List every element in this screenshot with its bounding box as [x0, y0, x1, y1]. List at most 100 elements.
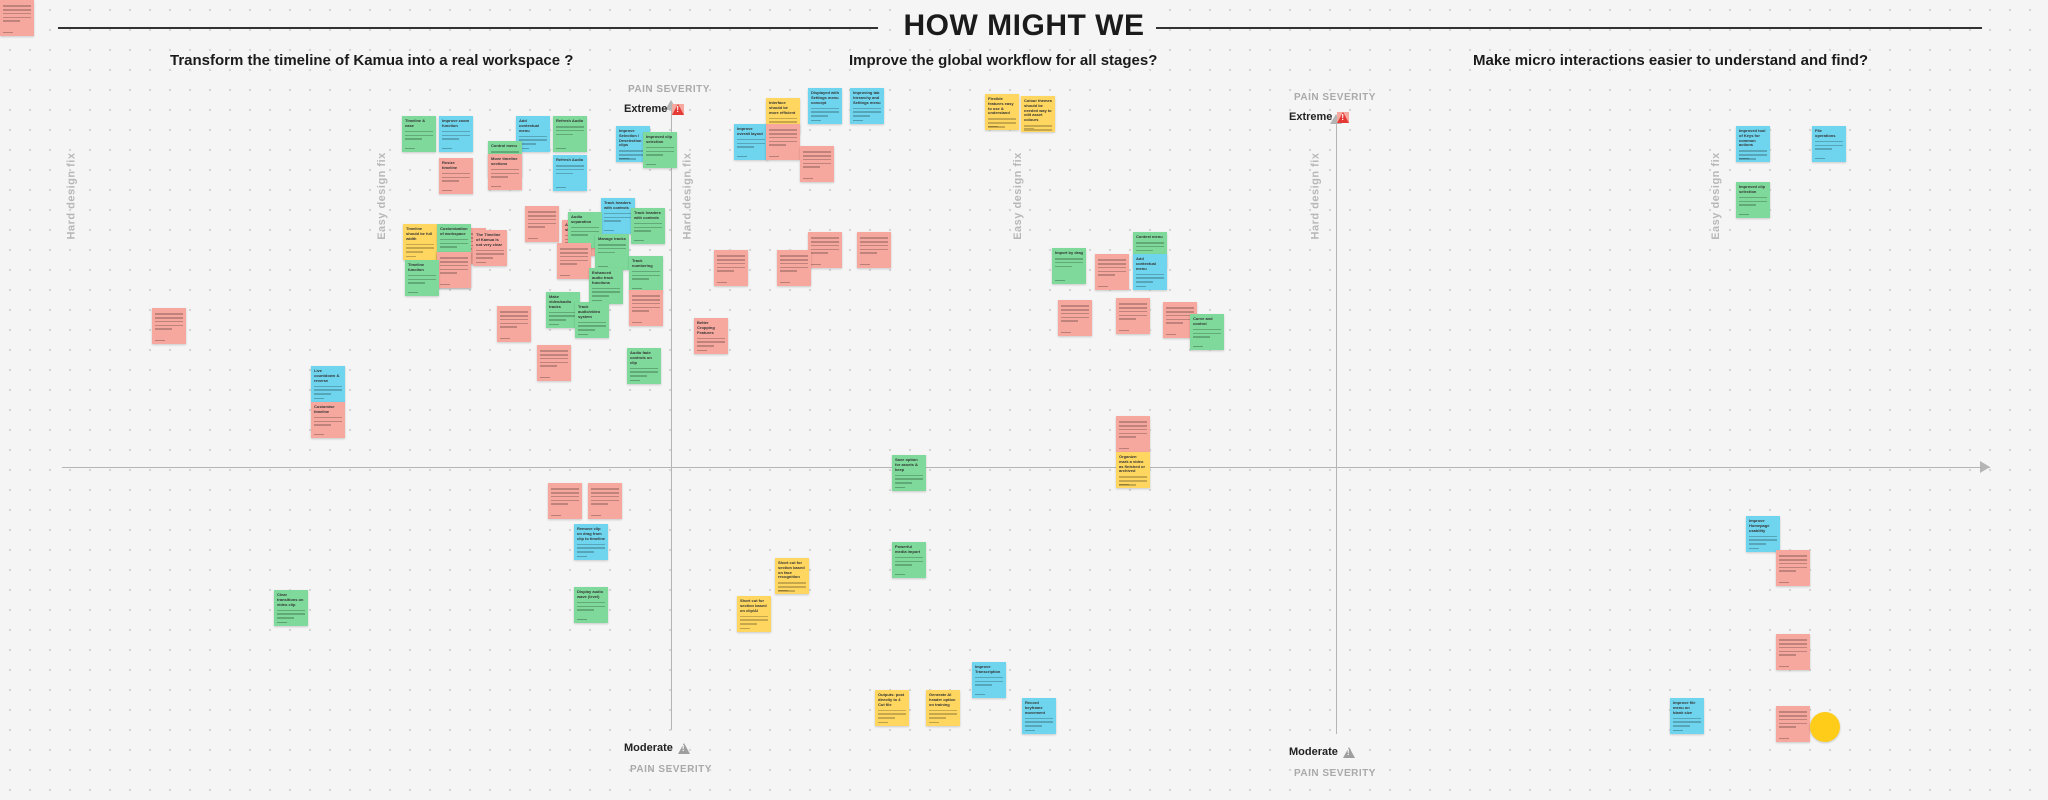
sticky-note[interactable]: Refresh Audio — [553, 116, 587, 152]
sticky-note-text-line — [803, 162, 831, 165]
sticky-note-text-line — [577, 605, 605, 608]
sticky-note[interactable]: Flexible features easy to use & understa… — [985, 94, 1019, 130]
sticky-note-text-line — [442, 130, 470, 133]
sticky-note-text-line — [803, 154, 831, 157]
sticky-note[interactable]: The Timeline of Kamua is not very clear — [473, 230, 507, 266]
sticky-note[interactable]: Better Cropping Features — [694, 318, 728, 354]
sticky-note[interactable]: Add contextual menu — [1133, 254, 1167, 290]
sticky-note[interactable] — [548, 483, 582, 519]
sticky-note[interactable]: Timeline should be full width — [403, 224, 437, 260]
sticky-note-author — [632, 287, 642, 289]
sticky-note[interactable] — [437, 252, 471, 288]
sticky-note[interactable]: Audio separation — [568, 212, 602, 248]
sticky-note[interactable]: Audio fade controls on clip — [627, 348, 661, 384]
sticky-note[interactable]: Displayed with Settings menu concept — [808, 88, 842, 124]
sticky-note[interactable]: Improve Homepage usability — [1746, 516, 1780, 552]
sticky-note-text-line — [560, 251, 588, 254]
sticky-note[interactable]: Track headers with controls — [631, 208, 665, 244]
sticky-note-text-line — [697, 341, 725, 343]
sticky-note[interactable] — [1116, 416, 1150, 452]
sticky-note[interactable]: Manage tracks — [595, 234, 629, 270]
sticky-note-text-line — [1739, 157, 1756, 160]
comment-marker[interactable] — [1810, 712, 1840, 742]
sticky-note-text-line — [406, 247, 434, 249]
sticky-note[interactable]: Colour themes should be needed way to ed… — [1021, 96, 1055, 132]
sticky-note[interactable]: Clear transitions on video clip — [274, 590, 308, 626]
sticky-note[interactable]: Short cut for section based on clip/AI — [737, 596, 771, 632]
sticky-note[interactable]: Customise timeline — [311, 402, 345, 438]
sticky-note[interactable] — [0, 0, 34, 36]
sticky-note[interactable]: Powerful media import — [892, 542, 926, 578]
sticky-note-text-line — [737, 138, 765, 141]
sticky-note[interactable]: Improving tab hierarchy and Settings men… — [850, 88, 884, 124]
sticky-note[interactable] — [1058, 300, 1092, 336]
sticky-note-author — [476, 261, 486, 263]
sticky-note[interactable] — [537, 345, 571, 381]
sticky-note[interactable]: Generate AI header option on training — [926, 690, 960, 726]
sticky-note[interactable]: Live countdown & reverse — [311, 366, 345, 402]
sticky-note-text-line — [1779, 566, 1807, 569]
sticky-note[interactable]: File operations — [1812, 126, 1846, 162]
sticky-note[interactable] — [714, 250, 748, 286]
vertical-axis-left-arrow-icon — [665, 100, 677, 110]
sticky-note-text-line — [551, 503, 568, 505]
sticky-note[interactable] — [766, 124, 800, 160]
sticky-note[interactable]: Improved clip selection — [643, 132, 677, 168]
sticky-note[interactable] — [1116, 298, 1150, 334]
sticky-note[interactable] — [588, 483, 622, 519]
sticky-note[interactable]: Track audio/video system — [575, 302, 609, 338]
sticky-note[interactable]: Improve overall layout — [734, 124, 768, 160]
sticky-note-text-line — [491, 172, 519, 175]
sticky-note[interactable]: Track headers with controls — [601, 198, 635, 234]
sticky-note[interactable]: Save option for assets & keep — [892, 455, 926, 491]
sticky-note[interactable] — [1095, 254, 1129, 290]
sticky-note-text-line — [556, 168, 584, 171]
sticky-note-text-line — [1739, 196, 1767, 199]
sticky-note[interactable]: Move timeline sections — [488, 154, 522, 190]
sticky-note[interactable] — [777, 250, 811, 286]
sticky-note[interactable]: Improved clip selection — [1736, 182, 1770, 218]
sticky-note-text-line — [811, 252, 828, 254]
sticky-note-text-line — [803, 158, 831, 161]
sticky-note-title: Better Cropping Features — [697, 320, 715, 335]
sticky-note[interactable]: Display audio wave (level) — [574, 587, 608, 623]
sticky-note-author — [1739, 157, 1749, 159]
sticky-note[interactable]: Organize: mark a video as finished or ar… — [1116, 452, 1150, 488]
sticky-note[interactable]: Refresh Audio — [553, 155, 587, 191]
sticky-note[interactable] — [1776, 550, 1810, 586]
sticky-note[interactable] — [1776, 706, 1810, 742]
sticky-note-text-line — [619, 154, 647, 156]
sticky-note[interactable]: Timeline & ease — [402, 116, 436, 152]
sticky-note[interactable] — [497, 306, 531, 342]
sticky-note[interactable]: Outputs: post directly to 4 Cut file — [875, 690, 909, 726]
sticky-note[interactable] — [629, 290, 663, 326]
sticky-note[interactable] — [800, 146, 834, 182]
sticky-note[interactable] — [1776, 634, 1810, 670]
sticky-note[interactable]: Improved tool of Keys for common actions — [1736, 126, 1770, 162]
sticky-note-title: Timeline & ease — [405, 118, 426, 128]
sticky-note[interactable]: Track numbering — [629, 256, 663, 292]
sticky-note[interactable]: Improve Transcription — [972, 662, 1006, 698]
sticky-note[interactable] — [557, 243, 591, 279]
sticky-note[interactable]: Enhanced audio track functions — [589, 268, 623, 304]
sticky-note[interactable]: Resize timeline — [439, 158, 473, 194]
sticky-note[interactable] — [808, 232, 842, 268]
sticky-note[interactable]: Make video/audio tracks — [546, 292, 580, 328]
sticky-note-author — [1749, 547, 1759, 549]
sticky-note[interactable]: Timeline function — [405, 260, 439, 296]
sticky-note[interactable]: Curve and control — [1190, 314, 1224, 350]
sticky-note[interactable]: Import by drag — [1052, 248, 1086, 284]
sticky-note-text-line — [500, 322, 528, 325]
sticky-note[interactable] — [525, 206, 559, 242]
sticky-note-text-line — [1098, 270, 1126, 273]
sticky-note[interactable]: Record keyframe movement — [1022, 698, 1056, 734]
sticky-note[interactable] — [152, 308, 186, 344]
sticky-note[interactable]: Improve file menu on blank size — [1670, 698, 1704, 734]
sticky-note[interactable]: Improve zoom function — [439, 116, 473, 152]
sticky-note[interactable]: Remove clip on drag from clip to timelin… — [574, 524, 608, 560]
sticky-note-title: Colour themes should be needed way to ed… — [1024, 98, 1053, 123]
sticky-note[interactable]: Short cut for section based on face reco… — [775, 558, 809, 594]
sticky-note-title: Record keyframe movement — [1025, 700, 1046, 715]
sticky-note-text-line — [697, 337, 725, 340]
sticky-note[interactable] — [857, 232, 891, 268]
